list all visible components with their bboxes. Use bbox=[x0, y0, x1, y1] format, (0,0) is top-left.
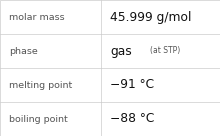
Text: (at STP): (at STP) bbox=[150, 47, 180, 55]
Text: 45.999 g/mol: 45.999 g/mol bbox=[110, 10, 191, 24]
Text: boiling point: boiling point bbox=[9, 115, 68, 123]
Text: gas: gas bbox=[110, 44, 132, 58]
Text: −91 °C: −91 °C bbox=[110, 78, 154, 92]
Text: phase: phase bbox=[9, 47, 38, 55]
Text: molar mass: molar mass bbox=[9, 13, 64, 21]
Text: −88 °C: −88 °C bbox=[110, 112, 154, 126]
Text: melting point: melting point bbox=[9, 81, 72, 89]
